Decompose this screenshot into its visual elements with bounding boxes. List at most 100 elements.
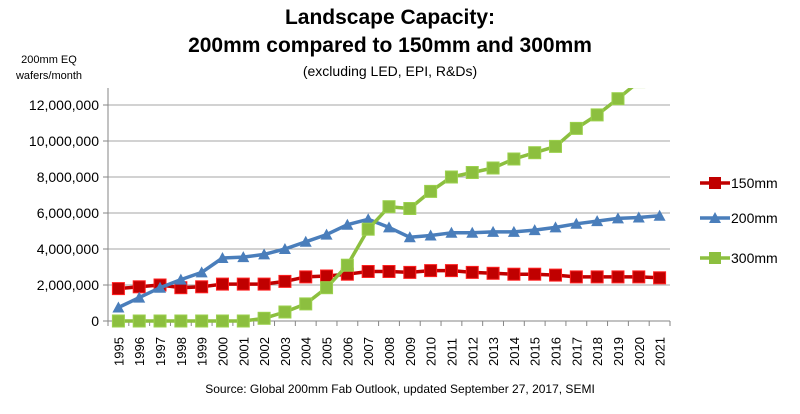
- y-tick-label: 10,000,000: [29, 133, 99, 149]
- x-tick-label: 2005: [320, 337, 335, 366]
- legend-label-300mm: 300mm: [731, 250, 778, 266]
- x-tick-label: 2004: [299, 337, 314, 366]
- data-point-200mm: [133, 291, 146, 303]
- data-point-300mm: [403, 202, 417, 215]
- data-point-300mm: [465, 166, 479, 179]
- source-note: Source: Global 200mm Fab Outlook, update…: [205, 382, 595, 396]
- data-point-150mm: [549, 268, 563, 282]
- data-point-300mm: [132, 314, 146, 328]
- x-tick-label: 2006: [340, 337, 355, 366]
- y-axis-label: 200mm EQ wafers/month: [15, 54, 83, 82]
- data-point-300mm: [632, 88, 646, 89]
- data-point-150mm: [486, 266, 500, 280]
- data-point-200mm: [549, 221, 562, 233]
- data-point-150mm: [569, 270, 583, 284]
- data-point-200mm: [591, 215, 604, 227]
- data-point-300mm: [549, 139, 563, 153]
- data-point-300mm: [424, 184, 438, 198]
- data-point-200mm: [174, 273, 187, 285]
- legend-label-150mm: 150mm: [731, 175, 778, 191]
- data-point-150mm: [590, 270, 604, 284]
- chart-subtitle: (excluding LED, EPI, R&Ds): [302, 63, 478, 79]
- x-tick-label: 2010: [424, 337, 439, 366]
- data-point-300mm: [444, 170, 458, 184]
- legend-marker-150mm: [709, 177, 721, 189]
- data-point-200mm: [570, 217, 583, 229]
- y-tick-label: 8,000,000: [37, 169, 99, 185]
- data-point-150mm: [424, 264, 438, 278]
- data-point-300mm: [507, 152, 521, 166]
- x-tick-label: 2000: [215, 337, 230, 366]
- x-tick-label: 2013: [486, 337, 501, 366]
- data-point-200mm: [383, 221, 395, 233]
- data-point-300mm: [257, 311, 271, 325]
- data-point-200mm: [216, 252, 229, 263]
- data-point-300mm: [569, 121, 583, 135]
- data-point-150mm: [361, 265, 375, 278]
- x-tick-label: 2007: [361, 337, 376, 366]
- data-point-150mm: [257, 277, 271, 291]
- x-tick-label: 2015: [528, 337, 543, 366]
- x-tick-label: 2020: [632, 337, 647, 366]
- x-tick-label: 1997: [153, 337, 168, 366]
- data-point-150mm: [507, 267, 521, 281]
- y-tick-label: 12,000,000: [29, 97, 99, 113]
- data-point-300mm: [320, 281, 334, 295]
- data-point-200mm: [653, 209, 666, 221]
- y-tick-label: 2,000,000: [37, 277, 99, 293]
- data-point-150mm: [111, 282, 125, 296]
- data-point-200mm: [611, 212, 624, 224]
- data-point-150mm: [382, 265, 396, 278]
- legend-label-200mm: 200mm: [731, 210, 778, 226]
- data-point-300mm: [611, 92, 625, 106]
- data-point-200mm: [237, 251, 250, 263]
- data-point-300mm: [215, 314, 229, 328]
- x-tick-label: 2012: [465, 337, 480, 366]
- legend-marker-200mm: [709, 212, 721, 223]
- data-point-300mm: [361, 222, 375, 236]
- data-point-300mm: [340, 258, 354, 272]
- x-tick-label: 1996: [132, 337, 147, 366]
- data-point-300mm: [299, 297, 313, 311]
- data-point-150mm: [444, 264, 458, 278]
- x-tick-label: 2001: [236, 337, 251, 366]
- x-tick-label: 1998: [174, 337, 189, 366]
- legend-marker-300mm: [709, 252, 721, 264]
- data-point-150mm: [465, 265, 479, 279]
- data-point-200mm: [112, 301, 125, 313]
- data-point-200mm: [341, 218, 354, 230]
- x-tick-label: 2016: [549, 337, 564, 366]
- x-tick-label: 2019: [611, 337, 626, 366]
- data-point-200mm: [299, 235, 312, 247]
- data-point-150mm: [215, 277, 229, 291]
- data-point-200mm: [403, 231, 416, 243]
- data-point-300mm: [278, 305, 292, 319]
- x-tick-label: 2014: [507, 337, 522, 366]
- data-point-150mm: [403, 265, 417, 279]
- series-group: [111, 88, 667, 328]
- chart-title-line2: 200mm compared to 150mm and 300mm: [188, 34, 592, 57]
- data-point-150mm: [299, 270, 313, 284]
- data-point-200mm: [632, 211, 645, 223]
- data-point-200mm: [320, 228, 333, 240]
- x-tick-label: 1995: [111, 337, 126, 366]
- data-point-300mm: [590, 108, 604, 122]
- chart-title: Landscape Capacity:: [284, 6, 496, 29]
- x-tick-label: 2018: [590, 337, 605, 366]
- x-tick-label: 2017: [569, 337, 584, 366]
- data-point-200mm: [258, 248, 271, 260]
- data-point-300mm: [382, 200, 396, 214]
- data-point-200mm: [154, 281, 167, 293]
- data-point-200mm: [466, 226, 479, 238]
- data-point-200mm: [362, 213, 375, 225]
- data-point-150mm: [132, 280, 146, 294]
- data-point-150mm: [278, 274, 292, 288]
- x-tick-label: 2002: [257, 337, 272, 366]
- data-point-150mm: [632, 270, 646, 284]
- y-tick-label: 0: [91, 313, 99, 329]
- data-point-200mm: [528, 224, 541, 236]
- data-point-200mm: [487, 225, 500, 237]
- data-point-150mm: [653, 271, 667, 285]
- data-point-200mm: [195, 266, 208, 278]
